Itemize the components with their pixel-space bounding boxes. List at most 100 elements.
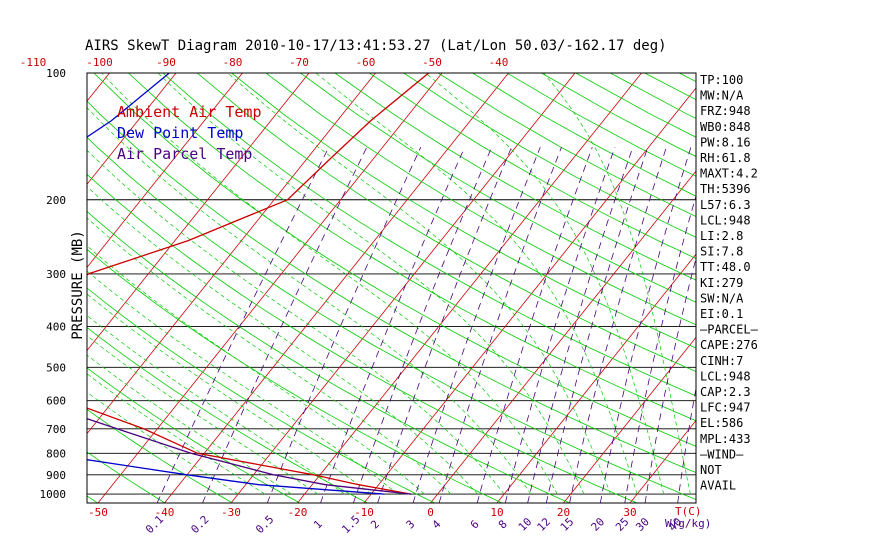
mixing-ratio-tick: 10 — [516, 515, 535, 534]
mixing-ratio-tick: 8 — [496, 518, 510, 532]
index-entry: MPL:433 — [700, 432, 751, 446]
mixing-ratio-line-3 — [412, 146, 541, 503]
index-entry: CAP:2.3 — [700, 385, 751, 399]
bottom-temp-tick: -20 — [288, 506, 308, 519]
top-temp-tick: -100 — [86, 56, 113, 69]
mixing-ratio-tick: 4 — [430, 517, 444, 531]
bottom-temp-tick: 20 — [557, 506, 570, 519]
cape-hatch-fill — [87, 408, 401, 493]
dry-adiabat-line — [644, 73, 696, 101]
isotherm-line — [363, 87, 696, 503]
top-temp-tick: -80 — [223, 56, 243, 69]
index-entry: —WIND— — [700, 447, 744, 461]
y-axis-label: PRESSURE (MB) — [70, 230, 86, 340]
bottom-temp-tick: 30 — [623, 506, 636, 519]
index-entry: LFC:947 — [700, 401, 751, 415]
bottom-temp-tick: -40 — [155, 506, 175, 519]
top-temp-tick: -50 — [422, 56, 442, 69]
mixing-ratio-line-1.5 — [353, 146, 493, 503]
moist-adiabat-line — [87, 335, 319, 495]
moist-adiabat-line — [87, 185, 478, 495]
index-entry: AVAIL — [700, 479, 736, 493]
isotherm-line — [496, 253, 696, 503]
isotherm-line — [763, 73, 870, 503]
index-entry: MAXT:4.2 — [700, 167, 758, 181]
dry-adiabat-line — [87, 136, 696, 500]
mixing-ratio-line-10 — [527, 146, 634, 503]
moist-adiabat-line — [543, 73, 691, 495]
mixing-ratio-tick: 0.5 — [253, 513, 276, 536]
index-entry: PW:8.16 — [700, 135, 751, 149]
index-entry: TT:48.0 — [700, 260, 751, 274]
mixing-ratio-line-30 — [644, 256, 696, 503]
dry-adiabat-line — [93, 73, 696, 447]
index-entry: LCL:948 — [700, 213, 751, 227]
legend-entry: Ambient Air Temp — [117, 103, 262, 121]
isotherm-line — [87, 73, 376, 435]
mixing-ratio-line-12 — [545, 146, 649, 503]
moist-adiabat-line — [87, 354, 292, 495]
isotherm-line — [297, 73, 642, 503]
pressure-tick-600: 600 — [46, 395, 66, 408]
bottom-temp-tick: -10 — [354, 506, 374, 519]
x-axis-label: T(C) — [675, 505, 702, 518]
dry-adiabat-line — [87, 100, 696, 474]
mixing-ratio-tick: 0.2 — [188, 513, 211, 536]
index-entry: TH:5396 — [700, 182, 751, 196]
moist-adiabat-line — [87, 293, 372, 495]
series-air-parcel-temp — [87, 417, 412, 495]
moist-adiabat-line — [101, 73, 558, 495]
index-entry: —PARCEL— — [700, 323, 759, 337]
index-entry: SW:N/A — [700, 291, 744, 305]
isotherm-line — [563, 336, 696, 503]
mixing-ratio-tick: 3 — [404, 518, 418, 532]
mixing-ratio-line-1 — [320, 146, 466, 503]
index-entry: LCL:948 — [700, 369, 751, 383]
index-entry: NOT — [700, 463, 722, 477]
moist-adiabat-line — [425, 73, 665, 495]
bottom-temperature-axis: -50 -40 -30 -20 -10 0 10 20 30 — [88, 506, 637, 519]
bottom-temp-tick: 0 — [427, 506, 434, 519]
dry-adiabat-line — [87, 248, 503, 503]
index-entry: WB0:848 — [700, 120, 751, 134]
isotherm-line — [0, 73, 43, 503]
dry-adiabat-line — [162, 73, 696, 397]
chart-title: AIRS SkewT Diagram 2010-10-17/13:41:53.2… — [85, 38, 667, 54]
dry-adiabat-line — [748, 73, 870, 503]
moist-adiabat-line — [87, 270, 398, 495]
top-temperature-axis: -120-110-100-90-80-70-60-50-40 — [20, 56, 509, 69]
index-entry: MW:N/A — [700, 89, 744, 103]
index-entry: SI:7.8 — [700, 245, 743, 259]
isotherm-line — [629, 419, 696, 503]
index-entry: CAPE:276 — [700, 338, 758, 352]
dry-adiabat-line — [87, 287, 435, 503]
isotherm-line — [87, 73, 243, 269]
mixing-ratio-line-0.2 — [202, 146, 368, 503]
mixing-ratio-tick: 12 — [535, 515, 554, 534]
pressure-axis-labels: 100 200 300 400 500 600 700 800 900 1000 — [40, 67, 67, 501]
background-grid — [0, 73, 870, 503]
index-entry: TP:100 — [700, 73, 743, 87]
moist-adiabat-line — [315, 73, 638, 495]
dry-adiabat-line — [0, 73, 30, 503]
dry-adiabat-line — [87, 408, 233, 503]
dry-adiabat-line — [231, 73, 696, 349]
dry-adiabat-line — [437, 73, 696, 217]
bottom-temp-tick: 10 — [490, 506, 503, 519]
pressure-tick-700: 700 — [46, 423, 66, 436]
dry-adiabat-line — [87, 210, 570, 503]
mixing-ratio-tick: 6 — [468, 518, 482, 532]
index-entry: KI:279 — [700, 276, 743, 290]
isotherm-line — [230, 73, 576, 503]
dry-adiabat-line — [334, 73, 696, 281]
isotherm-line — [87, 73, 310, 352]
index-entry: FRZ:948 — [700, 104, 751, 118]
moist-adiabat-line — [87, 373, 265, 495]
pressure-tick-300: 300 — [46, 268, 66, 281]
legend-entry: Dew Point Temp — [117, 124, 243, 142]
dry-adiabat-line — [87, 451, 166, 503]
isotherm-line — [87, 73, 110, 102]
legend-entry: Air Parcel Temp — [117, 145, 252, 163]
